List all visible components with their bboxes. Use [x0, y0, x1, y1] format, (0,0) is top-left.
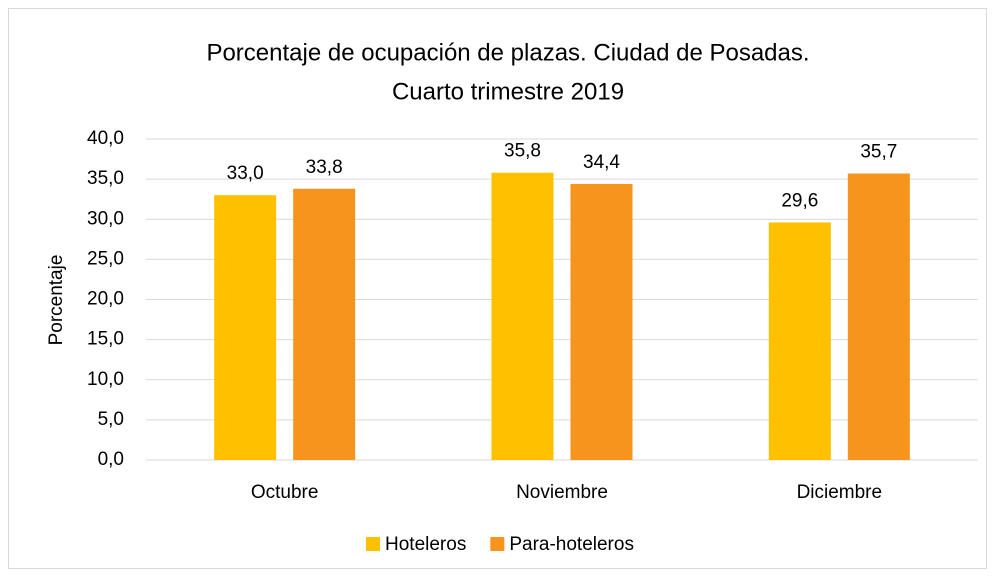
- bar: [570, 183, 633, 460]
- y-tick-label: 20,0: [87, 289, 124, 310]
- legend-label: Para-hoteleros: [509, 534, 634, 555]
- bar: [768, 222, 831, 460]
- data-label: 29,6: [781, 190, 818, 211]
- y-tick-label: 40,0: [87, 128, 124, 149]
- data-label: 33,0: [227, 163, 264, 184]
- y-tick-label: 0,0: [98, 449, 124, 470]
- bar: [214, 195, 277, 461]
- y-tick-label: 10,0: [87, 369, 124, 390]
- y-tick-label: 5,0: [98, 409, 124, 430]
- y-tick-label: 15,0: [87, 329, 124, 350]
- data-label: 33,8: [306, 157, 343, 178]
- data-label: 34,4: [583, 152, 620, 173]
- y-tick-label: 35,0: [87, 168, 124, 189]
- y-tick-label: 30,0: [87, 208, 124, 229]
- legend-swatch: [490, 537, 505, 551]
- chart-title: Porcentaje de ocupación de plazas. Ciuda…: [206, 39, 809, 66]
- y-tick-label: 25,0: [87, 248, 124, 269]
- x-tick-label: Noviembre: [516, 482, 608, 503]
- y-axis-label: Porcentaje: [46, 255, 67, 346]
- x-tick-label: Diciembre: [797, 482, 883, 503]
- data-label: 35,7: [860, 142, 897, 163]
- bar: [847, 173, 910, 460]
- bar: [293, 188, 356, 460]
- chart-title: Cuarto trimestre 2019: [392, 78, 624, 105]
- data-label: 35,8: [504, 141, 541, 162]
- x-tick-label: Octubre: [251, 482, 319, 503]
- bar: [491, 172, 554, 460]
- legend-swatch: [366, 537, 380, 551]
- legend-label: Hoteleros: [385, 534, 466, 555]
